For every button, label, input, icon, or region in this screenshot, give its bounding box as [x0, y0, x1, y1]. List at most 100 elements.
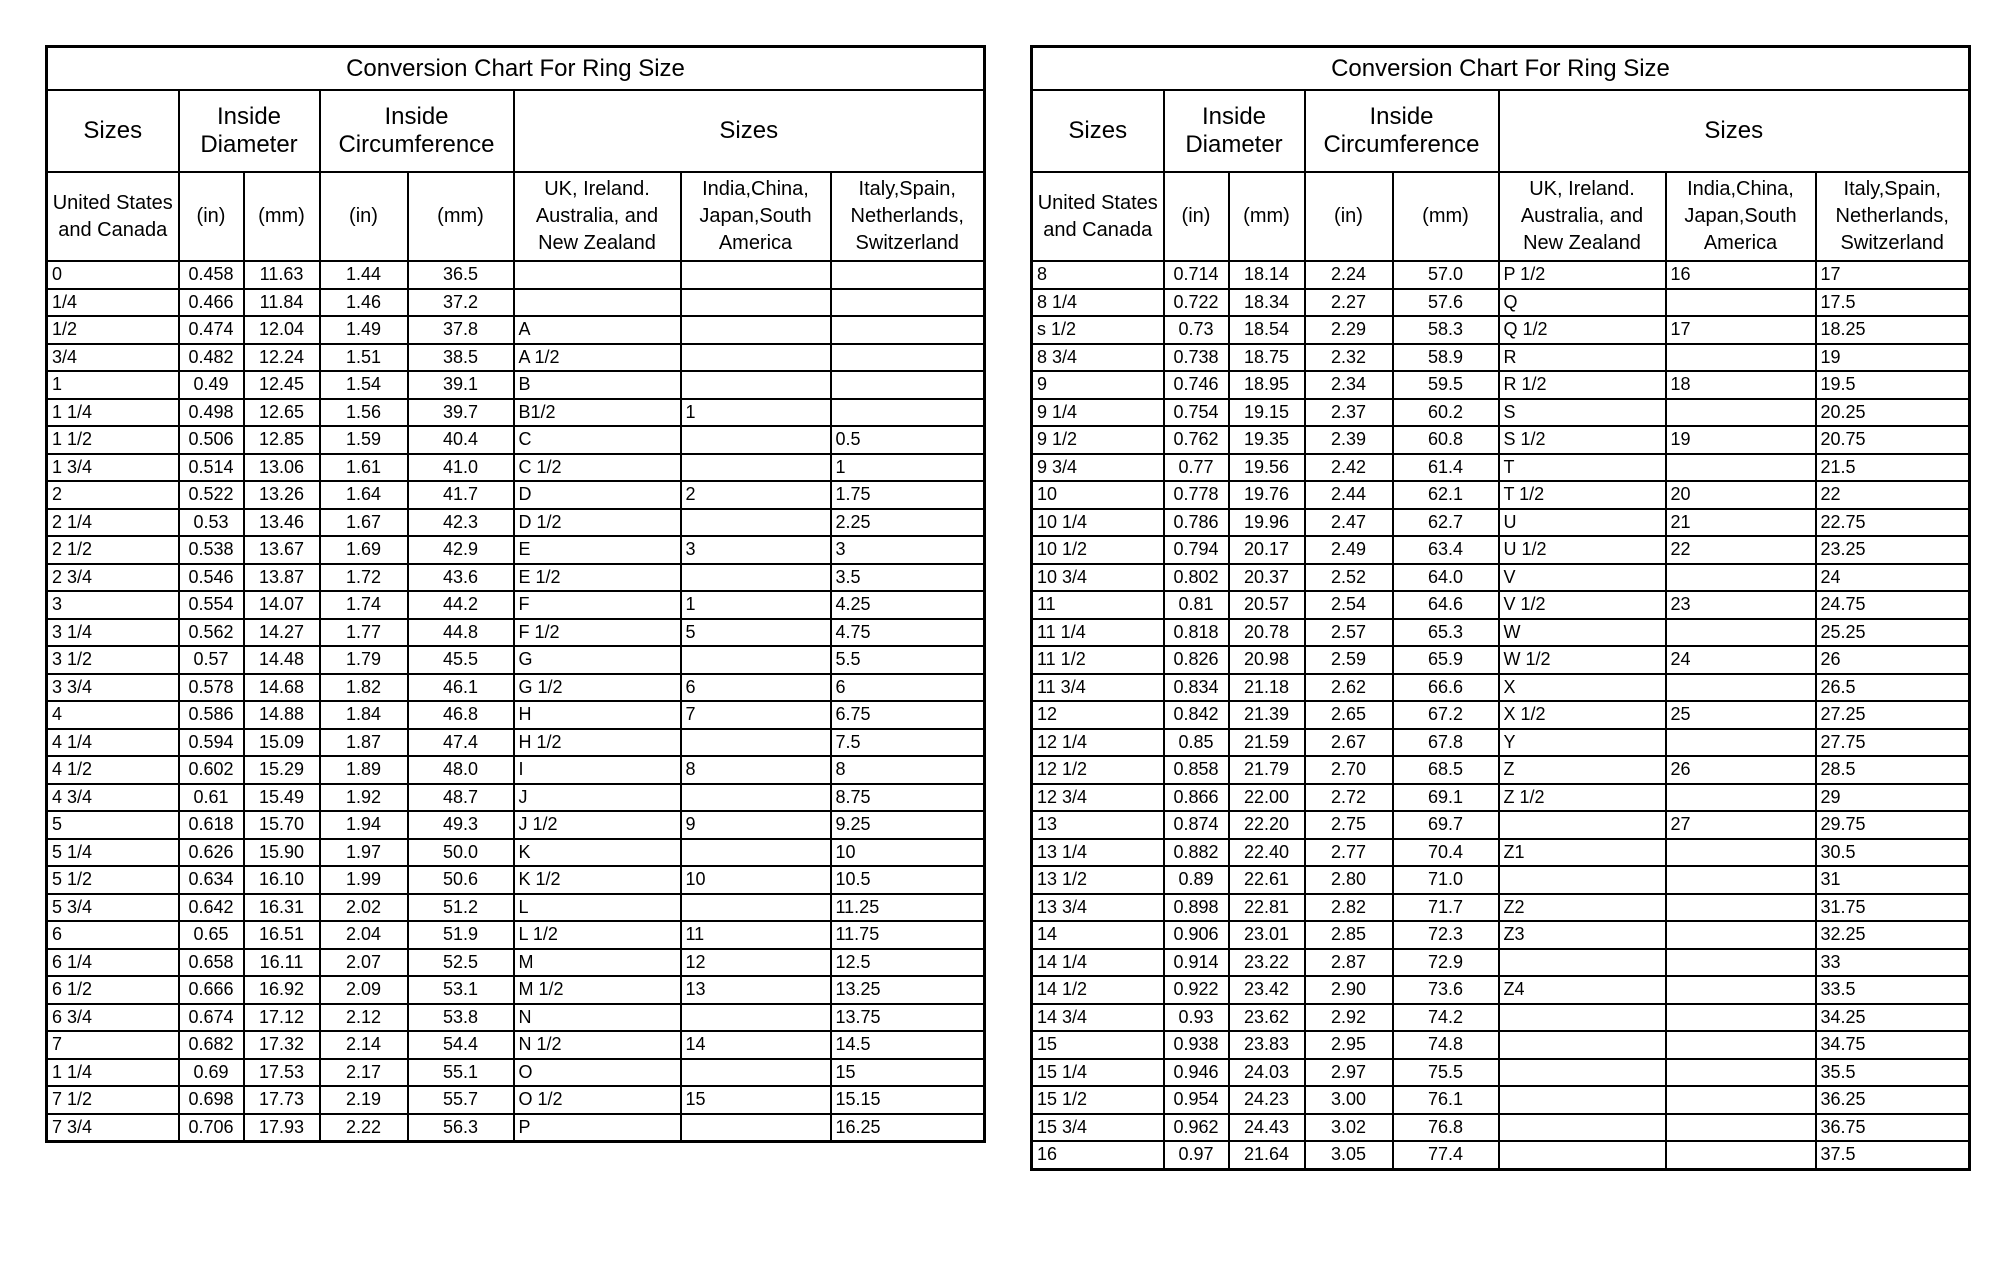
cell-india-size: [1664, 1085, 1817, 1115]
cell-us-canada-size: 5: [45, 810, 180, 840]
cell-us-canada-size: 3 3/4: [45, 672, 180, 702]
cell-diameter-in: 0.482: [177, 342, 245, 372]
cell-circumference-mm: 57.0: [1391, 260, 1500, 290]
cell-diameter-mm: 19.56: [1227, 452, 1306, 482]
cell-india-size: 17: [1664, 315, 1817, 345]
cell-diameter-mm: 14.27: [242, 617, 321, 647]
cell-circumference-in: 1.94: [318, 810, 409, 840]
cell-circumference-in: 1.61: [318, 452, 409, 482]
cell-diameter-mm: 11.84: [242, 287, 321, 317]
subheader-diameter-in: (in): [1162, 171, 1230, 262]
cell-italy-size: 31: [1814, 865, 1971, 895]
cell-circumference-mm: 61.4: [1391, 452, 1500, 482]
cell-us-canada-size: 1 1/4: [45, 397, 180, 427]
cell-italy-size: 10.5: [829, 865, 986, 895]
header-sizes: Sizes: [1030, 89, 1165, 173]
cell-circumference-in: 1.69: [318, 535, 409, 565]
cell-circumference-in: 1.67: [318, 507, 409, 537]
cell-circumference-in: 2.47: [1303, 507, 1394, 537]
cell-italy-size: 20.25: [1814, 397, 1971, 427]
cell-diameter-mm: 12.04: [242, 315, 321, 345]
table-row: 9 1/4 0.754 19.15 2.37 60.2 S 20.25: [1030, 397, 1971, 427]
cell-india-size: [1664, 865, 1817, 895]
cell-circumference-in: 1.82: [318, 672, 409, 702]
cell-india-size: [679, 727, 832, 757]
cell-circumference-in: 1.89: [318, 755, 409, 785]
table-row: 7 1/2 0.698 17.73 2.19 55.7 O 1/2 15 15.15: [45, 1085, 986, 1115]
cell-diameter-mm: 14.88: [242, 700, 321, 730]
cell-us-canada-size: 15 3/4: [1030, 1112, 1165, 1142]
cell-india-size: 20: [1664, 480, 1817, 510]
cell-italy-size: 18.25: [1814, 315, 1971, 345]
cell-diameter-mm: 17.73: [242, 1085, 321, 1115]
cell-diameter-in: 0.738: [1162, 342, 1230, 372]
cell-india-size: [679, 837, 832, 867]
cell-italy-size: 29.75: [1814, 810, 1971, 840]
subheader-uk-size: UK, Ireland. Australia, and New Zealand: [1497, 171, 1667, 262]
table-row: 4 0.586 14.88 1.84 46.8 H 7 6.75: [45, 700, 986, 730]
cell-circumference-mm: 36.5: [406, 260, 515, 290]
cell-circumference-in: 2.80: [1303, 865, 1394, 895]
cell-diameter-mm: 15.70: [242, 810, 321, 840]
cell-diameter-mm: 16.92: [242, 975, 321, 1005]
cell-circumference-mm: 57.6: [1391, 287, 1500, 317]
table-row: 2 1/4 0.53 13.46 1.67 42.3 D 1/2 2.25: [45, 507, 986, 537]
table-row: 2 1/2 0.538 13.67 1.69 42.9 E 3 3: [45, 535, 986, 565]
cell-circumference-in: 2.34: [1303, 370, 1394, 400]
cell-uk-size: Q 1/2: [1497, 315, 1667, 345]
cell-diameter-in: 0.746: [1162, 370, 1230, 400]
cell-diameter-mm: 15.49: [242, 782, 321, 812]
cell-circumference-mm: 71.7: [1391, 892, 1500, 922]
cell-diameter-mm: 24.03: [1227, 1057, 1306, 1087]
cell-india-size: [679, 507, 832, 537]
cell-diameter-in: 0.466: [177, 287, 245, 317]
cell-us-canada-size: 4 1/2: [45, 755, 180, 785]
cell-uk-size: S: [1497, 397, 1667, 427]
cell-uk-size: [512, 287, 682, 317]
cell-us-canada-size: 10 3/4: [1030, 562, 1165, 592]
cell-diameter-in: 0.97: [1162, 1140, 1230, 1170]
table-row: 10 0.778 19.76 2.44 62.1 T 1/2 20 22: [1030, 480, 1971, 510]
cell-circumference-in: 2.67: [1303, 727, 1394, 757]
cell-circumference-in: 2.24: [1303, 260, 1394, 290]
cell-italy-size: 27.25: [1814, 700, 1971, 730]
cell-italy-size: 19.5: [1814, 370, 1971, 400]
cell-us-canada-size: 14: [1030, 920, 1165, 950]
cell-india-size: [1664, 342, 1817, 372]
cell-circumference-mm: 60.8: [1391, 425, 1500, 455]
cell-italy-size: 12.5: [829, 947, 986, 977]
cell-circumference-mm: 37.2: [406, 287, 515, 317]
cell-india-size: 9: [679, 810, 832, 840]
cell-diameter-mm: 15.09: [242, 727, 321, 757]
table-row: 14 1/2 0.922 23.42 2.90 73.6 Z4 33.5: [1030, 975, 1971, 1005]
cell-diameter-in: 0.906: [1162, 920, 1230, 950]
cell-circumference-mm: 53.1: [406, 975, 515, 1005]
cell-india-size: [679, 1112, 832, 1143]
cell-diameter-in: 0.682: [177, 1030, 245, 1060]
cell-circumference-in: 2.90: [1303, 975, 1394, 1005]
cell-diameter-mm: 21.79: [1227, 755, 1306, 785]
cell-circumference-in: 2.72: [1303, 782, 1394, 812]
table-row: 3 1/2 0.57 14.48 1.79 45.5 G 5.5: [45, 645, 986, 675]
cell-italy-size: 3: [829, 535, 986, 565]
table-row: 6 1/4 0.658 16.11 2.07 52.5 M 12 12.5: [45, 947, 986, 977]
cell-diameter-mm: 14.48: [242, 645, 321, 675]
cell-circumference-in: 2.82: [1303, 892, 1394, 922]
header-inside-diameter: Inside Diameter: [1162, 89, 1306, 173]
cell-circumference-in: 1.56: [318, 397, 409, 427]
cell-italy-size: 15.15: [829, 1085, 986, 1115]
cell-circumference-mm: 72.9: [1391, 947, 1500, 977]
cell-diameter-in: 0.458: [177, 260, 245, 290]
cell-uk-size: [1497, 1002, 1667, 1032]
cell-diameter-mm: 17.12: [242, 1002, 321, 1032]
table-row: 9 1/2 0.762 19.35 2.39 60.8 S 1/2 19 20.75: [1030, 425, 1971, 455]
cell-india-size: [1664, 287, 1817, 317]
cell-diameter-in: 0.474: [177, 315, 245, 345]
cell-italy-size: 7.5: [829, 727, 986, 757]
cell-circumference-in: 1.46: [318, 287, 409, 317]
cell-uk-size: D 1/2: [512, 507, 682, 537]
cell-india-size: 23: [1664, 590, 1817, 620]
cell-diameter-mm: 18.54: [1227, 315, 1306, 345]
cell-india-size: [1664, 452, 1817, 482]
cell-us-canada-size: 4 3/4: [45, 782, 180, 812]
